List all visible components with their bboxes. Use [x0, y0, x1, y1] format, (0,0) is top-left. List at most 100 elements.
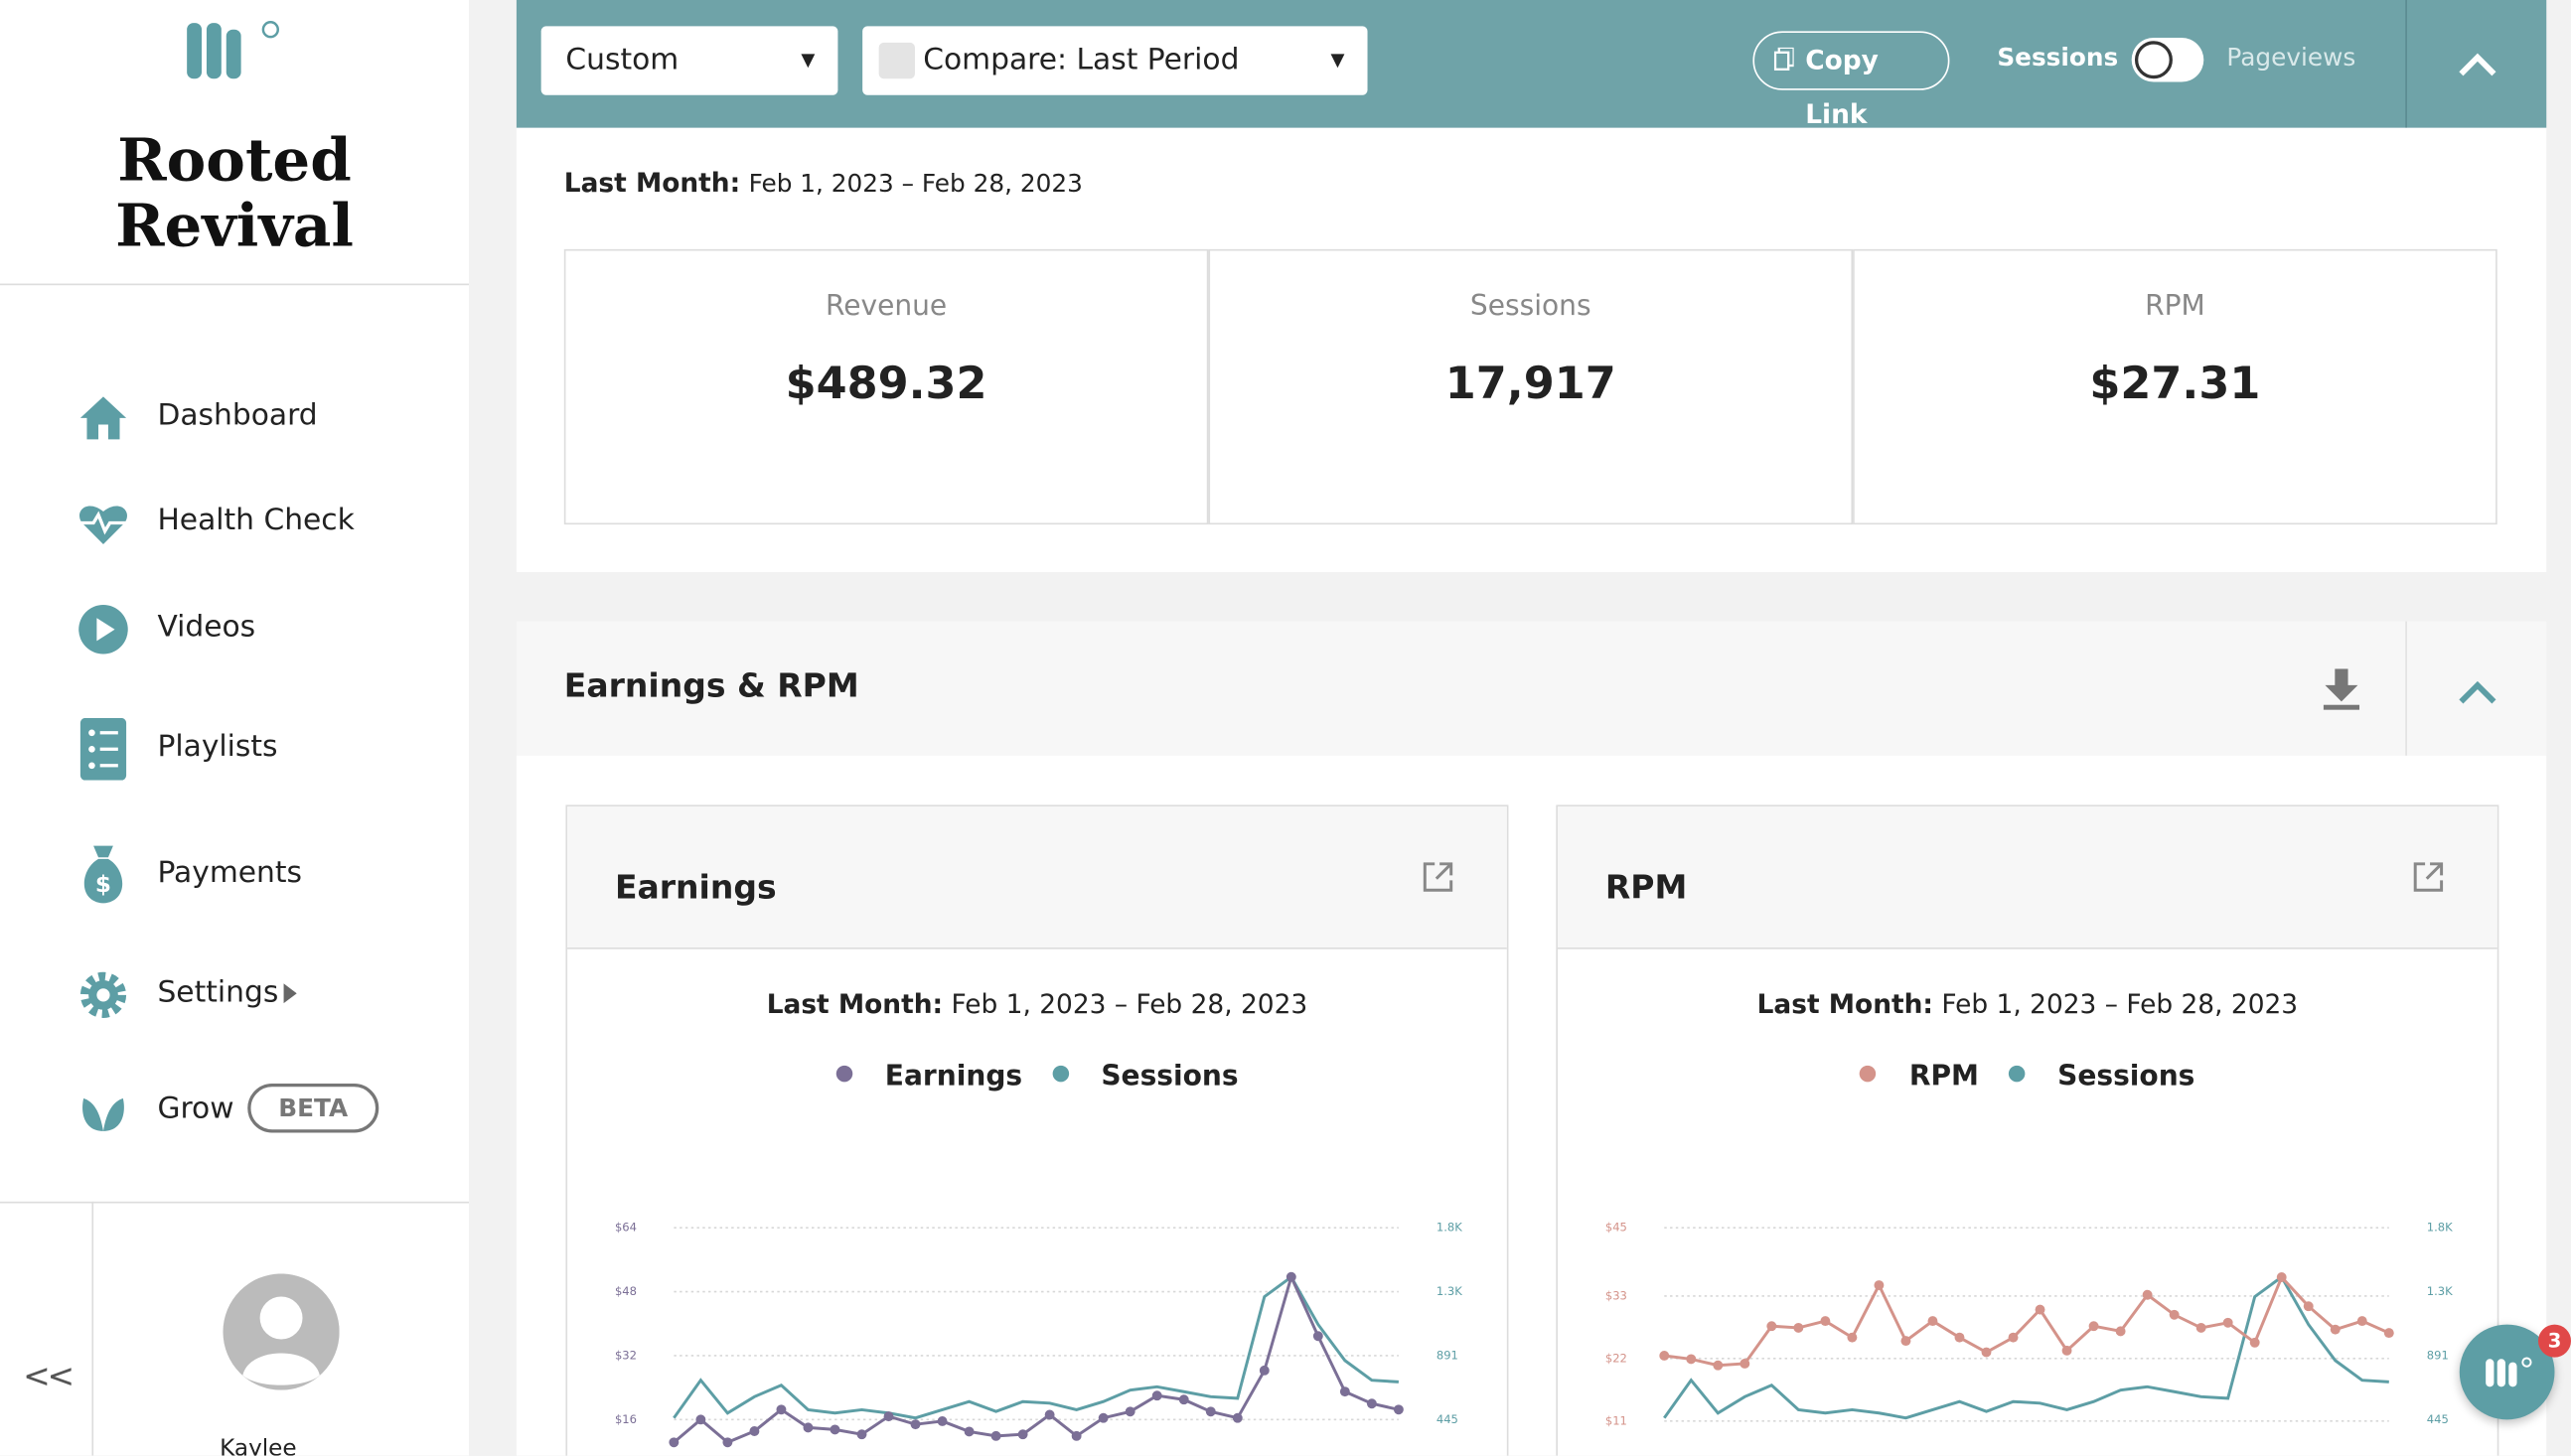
nav-item[interactable]: Playlists [157, 729, 278, 765]
nav-item[interactable]: Videos [157, 609, 256, 645]
tick-label: 445 [2427, 1412, 2449, 1426]
legend-item: RPM [1860, 1061, 1979, 1093]
data-point [937, 1415, 948, 1426]
data-point [1686, 1354, 1697, 1365]
data-point [1793, 1322, 1804, 1333]
copy-link-label: Copy Link [1805, 44, 1879, 130]
data-point [1098, 1412, 1109, 1423]
chart-title: Earnings [614, 867, 777, 907]
section-header [516, 621, 2547, 756]
data-point [1312, 1331, 1323, 1342]
legend-item: Sessions [1051, 1061, 1239, 1093]
legend-item: Earnings [835, 1061, 1022, 1093]
chart-panel: RPM [1556, 804, 2499, 1456]
data-point [1151, 1390, 1162, 1401]
avatar [223, 1273, 340, 1390]
collapse-button[interactable]: << [23, 1355, 75, 1395]
tick-label: $16 [615, 1412, 637, 1426]
compare-select[interactable]: Compare: Last Period ▼ [862, 26, 1368, 95]
data-point [1044, 1409, 1055, 1420]
icon-videos [78, 605, 128, 655]
range-value: Custom [565, 42, 680, 77]
data-point [1927, 1316, 1938, 1327]
data-point [2008, 1332, 2019, 1343]
data-point [964, 1426, 975, 1437]
tick-label: $45 [1605, 1221, 1627, 1235]
metric-value: $27.31 [2089, 359, 2261, 410]
tick-label: $48 [615, 1284, 637, 1298]
data-point [856, 1429, 867, 1440]
metric-label: Revenue [825, 290, 948, 324]
expand-button[interactable] [1422, 861, 1454, 894]
nav-item[interactable]: Grow [157, 1092, 234, 1126]
icon-playlists [79, 717, 127, 781]
data-point [2169, 1309, 2180, 1320]
download-button[interactable] [2323, 668, 2360, 711]
data-point [2088, 1321, 2099, 1332]
metric-value: 17,917 [1444, 359, 1616, 410]
metric: Sessions 17,917 [1208, 248, 1854, 525]
copy-link-button[interactable]: Copy Link [1752, 31, 1950, 129]
range-select[interactable]: Custom ▼ [540, 26, 838, 95]
tick-label: 1.3K [2427, 1284, 2453, 1298]
expand-button[interactable] [2412, 861, 2445, 894]
data-point [2303, 1301, 2314, 1312]
data-point [669, 1437, 680, 1448]
toggle[interactable] [2131, 37, 2204, 82]
metric: Revenue $489.32 [563, 248, 1209, 525]
compare-value: Compare: Last Period [923, 42, 1240, 77]
data-point [2061, 1345, 2072, 1356]
data-point [1393, 1404, 1404, 1415]
beta-badge: BETA [247, 1083, 379, 1133]
chart-panel: Earnings [565, 804, 1509, 1456]
user-name[interactable]: Kaylee [220, 1435, 297, 1456]
data-point [1713, 1360, 1724, 1371]
data-point [803, 1422, 814, 1433]
tick-label: $22 [1605, 1351, 1627, 1365]
data-point [749, 1426, 760, 1436]
data-point [883, 1411, 894, 1422]
icon-grow [82, 1097, 124, 1131]
data-point [2249, 1337, 2260, 1348]
icon-home [79, 396, 127, 440]
summary-label: Last Month: [563, 167, 741, 199]
data-point [2035, 1304, 2045, 1315]
nav-item[interactable]: Settings [157, 975, 279, 1010]
data-point [1820, 1316, 1831, 1327]
data-point [1286, 1271, 1296, 1282]
data-point [722, 1437, 733, 1448]
data-point [1259, 1365, 1270, 1376]
series-line [1663, 1274, 2389, 1420]
icon-health [78, 506, 127, 544]
data-point [2195, 1322, 2206, 1333]
chart-subtitle: Feb 1, 2023 – Feb 28, 2023 [951, 988, 1308, 1020]
data-point [695, 1414, 706, 1425]
nav-item[interactable]: Health Check [157, 503, 355, 538]
tick-label: $32 [615, 1348, 637, 1362]
collapse-toolbar[interactable] [2458, 51, 2497, 76]
chat-badge: 3 [2537, 1324, 2571, 1358]
metric-label: RPM [2145, 290, 2205, 324]
data-point [1981, 1347, 1992, 1358]
nav-item[interactable]: Dashboard [157, 398, 318, 433]
data-point [1071, 1430, 1082, 1441]
toggle-label: Pageviews [2226, 42, 2356, 73]
data-point [1125, 1406, 1135, 1417]
data-point [1900, 1336, 1911, 1347]
series-line [673, 1272, 1400, 1444]
legend-label: Sessions [2057, 1060, 2195, 1093]
legend-item: Sessions [2008, 1060, 2195, 1093]
summary-card [516, 127, 2547, 573]
data-point [1205, 1406, 1216, 1417]
summary-dates: Feb 1, 2023 – Feb 28, 2023 [748, 169, 1083, 199]
nav-item[interactable]: Payments [157, 855, 303, 891]
data-point [1178, 1394, 1189, 1405]
collapse-section[interactable] [2458, 678, 2497, 704]
tick-label: 891 [2427, 1348, 2449, 1362]
data-point [1339, 1386, 1350, 1397]
section-title: Earnings & RPM [563, 665, 859, 705]
data-point [1847, 1332, 1858, 1343]
toolbar [516, 0, 2547, 128]
